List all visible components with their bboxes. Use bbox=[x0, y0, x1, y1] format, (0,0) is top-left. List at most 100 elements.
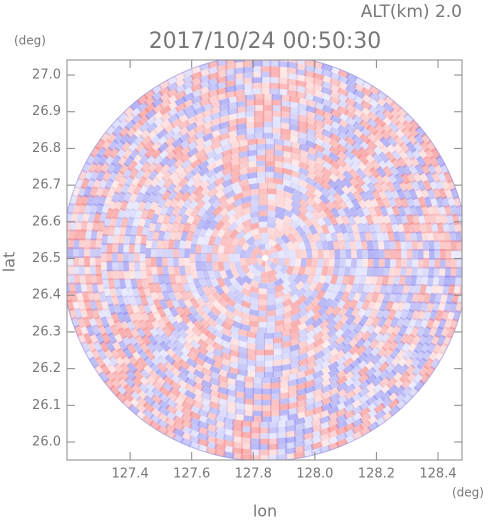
echo-cell bbox=[223, 428, 235, 436]
echo-cell bbox=[378, 324, 389, 336]
echo-cell bbox=[157, 405, 170, 417]
echo-cell bbox=[126, 342, 137, 355]
echo-cell bbox=[76, 316, 86, 329]
echo-cell bbox=[334, 249, 341, 259]
echo-cell bbox=[212, 360, 224, 370]
echo-cell bbox=[173, 396, 186, 407]
echo-cell bbox=[96, 229, 104, 241]
echo-cell bbox=[232, 320, 243, 330]
echo-cell bbox=[206, 324, 217, 335]
echo-cell bbox=[360, 99, 373, 111]
echo-cell bbox=[213, 176, 226, 187]
echo-cell bbox=[289, 355, 301, 364]
echo-cell bbox=[320, 390, 333, 400]
echo-cell bbox=[114, 199, 123, 212]
echo-cell bbox=[302, 415, 314, 424]
echo-cell bbox=[206, 244, 214, 254]
echo-cell bbox=[412, 196, 421, 209]
echo-cell bbox=[67, 220, 71, 232]
echo-cell bbox=[263, 360, 274, 367]
echo-cell bbox=[280, 94, 292, 102]
echo-cell bbox=[240, 454, 252, 460]
echo-cell bbox=[462, 249, 468, 260]
echo-cell bbox=[344, 306, 355, 318]
echo-cell bbox=[151, 265, 158, 276]
echo-cell bbox=[317, 208, 328, 220]
echo-cell bbox=[285, 436, 297, 444]
echo-cell bbox=[327, 429, 340, 439]
echo-cell bbox=[360, 266, 368, 277]
echo-cell bbox=[328, 151, 340, 163]
echo-cell bbox=[306, 258, 313, 268]
echo-cell bbox=[201, 102, 214, 112]
echo-cell bbox=[84, 256, 90, 267]
echo-cell bbox=[255, 343, 265, 350]
echo-cell bbox=[338, 199, 349, 211]
echo-cell bbox=[129, 269, 136, 281]
echo-cell bbox=[164, 416, 177, 428]
echo-cell bbox=[161, 326, 173, 338]
echo-cell bbox=[132, 286, 140, 298]
echo-cell bbox=[165, 205, 175, 217]
echo-cell bbox=[421, 231, 429, 243]
echo-cell bbox=[285, 265, 295, 276]
echo-cell bbox=[212, 244, 220, 254]
echo-cell bbox=[262, 116, 274, 122]
echo-cell bbox=[419, 283, 427, 296]
echo-cell bbox=[213, 329, 225, 339]
echo-cell bbox=[332, 282, 342, 294]
echo-cell bbox=[358, 406, 371, 418]
echo-cell bbox=[409, 325, 420, 338]
echo-cell bbox=[264, 355, 274, 362]
echo-cell bbox=[391, 222, 399, 234]
echo-cell bbox=[233, 61, 246, 69]
echo-cell bbox=[250, 250, 258, 258]
echo-cell bbox=[132, 127, 144, 139]
echo-cell bbox=[242, 72, 254, 79]
echo-cell bbox=[140, 135, 152, 147]
y-tick-label: 26.2 bbox=[32, 361, 61, 376]
echo-cell bbox=[246, 353, 257, 361]
echo-cell bbox=[297, 211, 308, 222]
echo-cell bbox=[237, 351, 249, 360]
echo-cell bbox=[280, 363, 292, 371]
echo-cell bbox=[271, 121, 283, 129]
echo-cell bbox=[297, 125, 309, 134]
echo-cell bbox=[314, 101, 326, 111]
echo-cell bbox=[183, 297, 194, 310]
echo-cell bbox=[123, 327, 134, 340]
echo-cell bbox=[278, 386, 290, 394]
echo-cell bbox=[352, 134, 364, 146]
echo-cell bbox=[352, 121, 365, 132]
echo-cell bbox=[428, 249, 435, 260]
echo-cell bbox=[290, 170, 301, 179]
echo-cell bbox=[233, 84, 245, 92]
echo-cell bbox=[390, 283, 399, 295]
echo-cell bbox=[297, 328, 309, 338]
echo-cell bbox=[410, 179, 421, 192]
echo-cell bbox=[162, 248, 168, 258]
echo-cell bbox=[170, 328, 182, 340]
echo-cell bbox=[264, 265, 273, 273]
echo-cell bbox=[290, 306, 301, 316]
echo-cell bbox=[344, 390, 356, 401]
echo-cell bbox=[220, 333, 232, 343]
echo-cell bbox=[178, 132, 191, 143]
echo-cell bbox=[406, 213, 415, 226]
echo-cell bbox=[314, 162, 326, 173]
echo-cell bbox=[306, 146, 318, 156]
echo-cell bbox=[334, 327, 345, 339]
echo-cell bbox=[320, 223, 330, 235]
echo-cell bbox=[422, 266, 429, 278]
echo-cell bbox=[452, 309, 461, 322]
echo-cell bbox=[131, 303, 141, 315]
echo-cell bbox=[136, 396, 148, 408]
echo-cell bbox=[361, 174, 373, 187]
echo-cell bbox=[130, 175, 141, 188]
echo-cell bbox=[206, 317, 218, 328]
echo-cell bbox=[216, 277, 226, 288]
echo-cell bbox=[364, 316, 375, 328]
echo-cell bbox=[128, 252, 135, 263]
echo-cell bbox=[246, 370, 257, 378]
echo-cell bbox=[148, 369, 160, 381]
